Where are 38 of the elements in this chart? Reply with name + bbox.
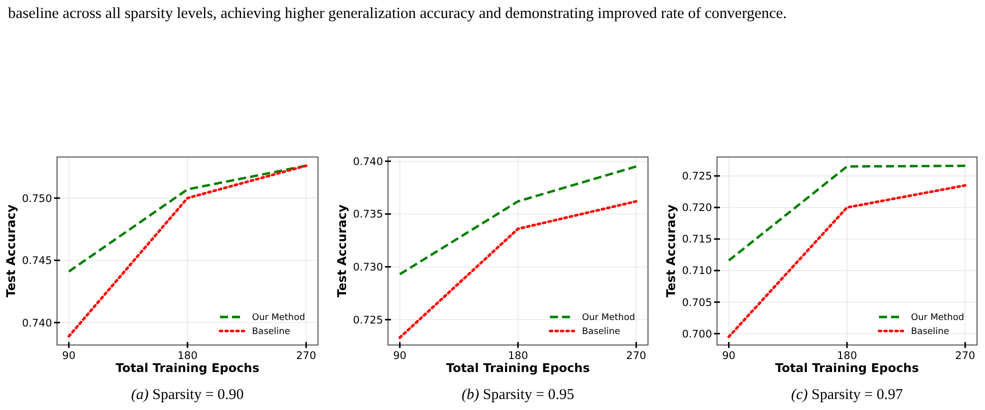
- x-tick-label: 270: [626, 350, 646, 362]
- y-axis-title: Test Accuracy: [335, 204, 349, 298]
- legend-label: Baseline: [252, 327, 291, 338]
- x-tick-label: 180: [508, 350, 528, 362]
- x-tick-label: 270: [296, 350, 316, 362]
- legend-label: Baseline: [582, 327, 621, 338]
- y-tick-label: 0.700: [682, 328, 712, 340]
- y-tick-label: 0.725: [352, 314, 383, 326]
- y-axis-title: Test Accuracy: [4, 204, 18, 298]
- text: (a) Sparsity = 0.90: [131, 387, 244, 403]
- legend-label: Our Method: [911, 313, 964, 324]
- x-tick-label: 90: [722, 350, 736, 362]
- y-tick-label: 0.740: [352, 156, 383, 168]
- y-tick-label: 0.740: [22, 317, 52, 330]
- text: (c) Sparsity = 0.97: [791, 387, 904, 403]
- y-tick-label: 0.720: [682, 202, 712, 214]
- y-tick-label: 0.730: [352, 262, 383, 274]
- legend-label: Our Method: [252, 313, 306, 324]
- y-tick-label: 0.705: [682, 296, 712, 309]
- y-tick-label: 0.710: [682, 265, 712, 278]
- legend-label: Baseline: [911, 327, 950, 338]
- x-tick-label: 270: [955, 350, 976, 362]
- x-axis-title: Total Training Epochs: [446, 361, 590, 375]
- y-axis-title: Test Accuracy: [664, 204, 678, 298]
- x-tick-label: 180: [836, 350, 858, 362]
- y-tick-label: 0.715: [682, 234, 712, 246]
- x-tick-label: 90: [62, 350, 76, 362]
- y-tick-label: 0.725: [682, 170, 712, 183]
- x-tick-label: 180: [177, 350, 198, 362]
- y-tick-label: 0.745: [22, 255, 52, 268]
- x-axis-title: Total Training Epochs: [116, 361, 260, 375]
- text: (b) Sparsity = 0.95: [462, 387, 574, 403]
- legend-label: Our Method: [582, 313, 636, 324]
- x-axis-title: Total Training Epochs: [775, 361, 919, 375]
- y-tick-label: 0.750: [22, 192, 52, 205]
- x-tick-label: 90: [393, 350, 407, 362]
- text: baseline across all sparsity levels, achieving higher generalization accuracy and demonstrating improved rate of convergence.: [8, 5, 787, 22]
- y-tick-label: 0.735: [352, 208, 383, 221]
